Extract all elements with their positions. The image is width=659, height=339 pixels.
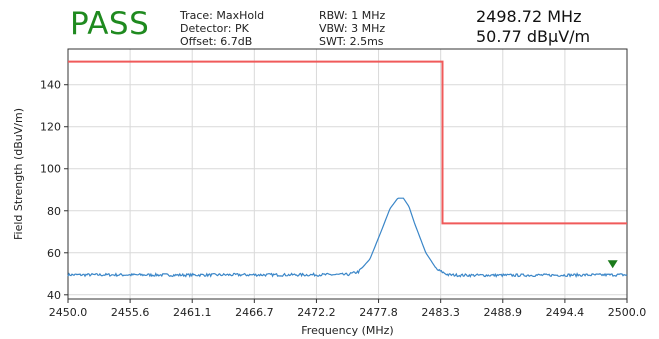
x-tick-label: 2500.0 <box>608 306 647 319</box>
plot-frame <box>67 48 628 300</box>
x-tick-label: 2450.0 <box>49 306 88 319</box>
peak-marker <box>607 260 618 269</box>
marker-level: 50.77 dBµV/m <box>476 27 591 46</box>
x-axis-label: Frequency (MHz) <box>301 324 393 337</box>
trace-mode: Trace: MaxHold <box>180 9 265 22</box>
x-tick-label: 2483.3 <box>421 306 460 319</box>
marker-frequency: 2498.72 MHz <box>476 7 582 26</box>
grid-lines <box>67 49 628 299</box>
y-tick-label: 80 <box>47 205 61 218</box>
y-axis-label: Field Strength (dBuV/m) <box>12 108 25 240</box>
offset-value: Offset: 6.7dB <box>180 35 253 48</box>
x-tick-label: 2477.8 <box>359 306 398 319</box>
x-tick-label: 2494.4 <box>546 306 585 319</box>
x-tick-label: 2472.2 <box>297 306 336 319</box>
y-tick-label: 40 <box>47 289 61 302</box>
y-tick-label: 140 <box>40 79 61 92</box>
y-tick-label: 100 <box>40 163 61 176</box>
header: PASS Trace: MaxHold Detector: PK Offset:… <box>0 0 659 50</box>
y-tick-label: 60 <box>47 247 61 260</box>
x-tick-label: 2488.9 <box>484 306 523 319</box>
detector-mode: Detector: PK <box>180 22 249 35</box>
rbw-value: RBW: 1 MHz <box>319 9 386 22</box>
trace-settings: Trace: MaxHold Detector: PK Offset: 6.7d… <box>180 9 264 48</box>
x-tick-label: 2461.1 <box>173 306 212 319</box>
axis-ticks: 2450.0 2455.6 2461.1 2466.7 2472.2 2477.8 2483… <box>40 79 646 319</box>
sweep-settings: RBW: 1 MHz VBW: 3 MHz SWT: 2.5ms <box>319 9 385 48</box>
maxhold-trace <box>67 197 628 278</box>
x-tick-label: 2455.6 <box>111 306 150 319</box>
x-tick-label: 2466.7 <box>235 306 274 319</box>
swt-value: SWT: 2.5ms <box>319 35 384 48</box>
verdict-label: PASS <box>70 6 150 42</box>
y-tick-label: 120 <box>40 121 61 134</box>
vbw-value: VBW: 3 MHz <box>319 22 386 35</box>
marker-readout: 2498.72 MHz 50.77 dBµV/m <box>476 7 590 47</box>
limit-line <box>68 60 627 225</box>
